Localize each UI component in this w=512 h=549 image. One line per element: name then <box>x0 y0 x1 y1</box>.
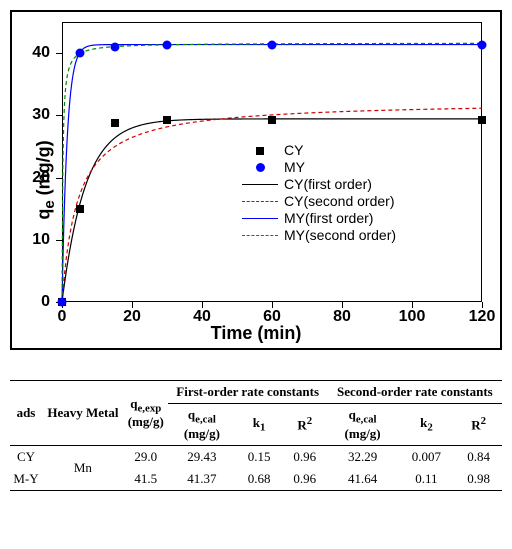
legend-label: CY <box>284 142 303 159</box>
circle-icon <box>256 163 265 172</box>
dash-line-icon <box>242 235 278 236</box>
rate-constants-table: ads Heavy Metal qe,exp(mg/g) First-order… <box>10 380 502 491</box>
dash-line-icon <box>242 201 278 202</box>
x-tick: 120 <box>469 308 496 326</box>
th-r2-1: R2 <box>282 404 328 446</box>
th-metal: Heavy Metal <box>42 381 124 446</box>
th-first-order: First-order rate constants <box>168 381 328 404</box>
legend: CY MY CY(first order) CY(second order) M… <box>242 142 396 244</box>
legend-label: MY(first order) <box>284 210 373 227</box>
x-tick: 60 <box>263 308 281 326</box>
line-icon <box>242 218 278 219</box>
th-qe-cal2: qe,cal(mg/g) <box>328 404 398 446</box>
legend-item-cy-second: CY(second order) <box>242 193 396 210</box>
square-icon <box>256 147 264 155</box>
th-ads: ads <box>10 381 42 446</box>
cell: 0.96 <box>282 468 328 491</box>
x-tick: 40 <box>193 308 211 326</box>
data-point <box>163 41 172 50</box>
x-tick: 0 <box>58 308 67 326</box>
y-tick: 10 <box>32 231 50 249</box>
data-point <box>268 116 276 124</box>
th-second-order: Second-order rate constants <box>328 381 502 404</box>
data-point <box>76 205 84 213</box>
data-point <box>58 298 67 307</box>
legend-label: CY(first order) <box>284 176 372 193</box>
data-point <box>163 116 171 124</box>
cell: 41.5 <box>124 468 168 491</box>
x-tick: 80 <box>333 308 351 326</box>
line-icon <box>242 184 278 185</box>
cell: 0.007 <box>398 445 456 468</box>
y-tick: 40 <box>32 44 50 62</box>
legend-item-my: MY <box>242 159 396 176</box>
cell: 0.98 <box>455 468 502 491</box>
kinetics-chart: qe (mg/g) Time (min) 0102030400204060801… <box>10 10 502 350</box>
cell: 32.29 <box>328 445 398 468</box>
th-k1: k1 <box>236 404 282 446</box>
cell: 0.84 <box>455 445 502 468</box>
legend-label: CY(second order) <box>284 193 395 210</box>
x-tick: 20 <box>123 308 141 326</box>
cell: 0.96 <box>282 445 328 468</box>
cell: 41.64 <box>328 468 398 491</box>
cell-metal: Mn <box>42 445 124 490</box>
data-point <box>268 41 277 50</box>
legend-item-my-first: MY(first order) <box>242 210 396 227</box>
x-tick: 100 <box>399 308 426 326</box>
cell: 29.0 <box>124 445 168 468</box>
th-r2-2: R2 <box>455 404 502 446</box>
cell: 29.43 <box>168 445 237 468</box>
th-k2: k2 <box>398 404 456 446</box>
cell-ads: CY <box>10 445 42 468</box>
x-axis-label: Time (min) <box>211 323 302 344</box>
y-tick: 0 <box>41 293 50 311</box>
legend-item-cy-first: CY(first order) <box>242 176 396 193</box>
data-point <box>478 41 487 50</box>
th-qe-cal1: qe,cal(mg/g) <box>168 404 237 446</box>
cell: 0.15 <box>236 445 282 468</box>
data-point <box>75 49 84 58</box>
legend-item-my-second: MY(second order) <box>242 227 396 244</box>
legend-item-cy: CY <box>242 142 396 159</box>
legend-label: MY(second order) <box>284 227 396 244</box>
y-tick: 20 <box>32 169 50 187</box>
data-point <box>111 119 119 127</box>
table-row: CY Mn 29.0 29.43 0.15 0.96 32.29 0.007 0… <box>10 445 502 468</box>
legend-label: MY <box>284 159 305 176</box>
y-tick: 30 <box>32 106 50 124</box>
th-qe-exp: qe,exp(mg/g) <box>124 381 168 446</box>
cell: 41.37 <box>168 468 237 491</box>
data-point <box>110 42 119 51</box>
cell: 0.11 <box>398 468 456 491</box>
data-point <box>478 116 486 124</box>
cell-ads: M-Y <box>10 468 42 491</box>
cell: 0.68 <box>236 468 282 491</box>
